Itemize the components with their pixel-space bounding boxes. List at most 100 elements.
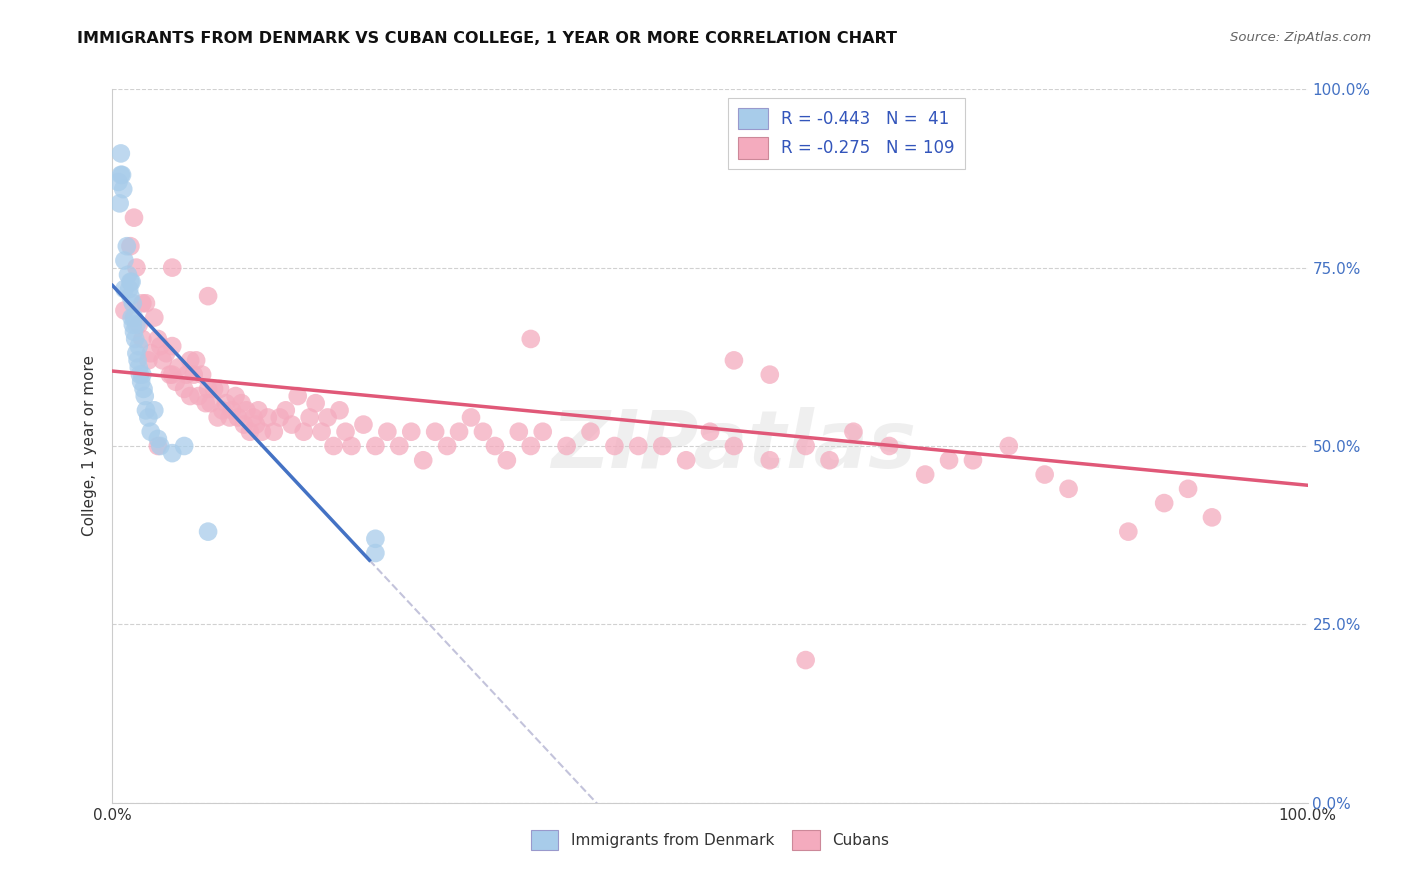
Point [132, 382, 155, 396]
Point [329, 403, 352, 417]
Point [114, 282, 135, 296]
Point [125, 260, 148, 275]
Point [274, 403, 297, 417]
Point [226, 410, 249, 425]
Point [122, 325, 145, 339]
Point [162, 446, 183, 460]
Point [149, 439, 172, 453]
Point [209, 382, 232, 396]
Point [627, 439, 650, 453]
Point [179, 353, 201, 368]
Point [197, 289, 219, 303]
Point [191, 368, 214, 382]
Point [121, 310, 143, 325]
Point [197, 524, 219, 539]
Point [162, 339, 183, 353]
Point [247, 403, 270, 417]
Point [1177, 482, 1199, 496]
Point [115, 239, 138, 253]
Point [139, 346, 162, 360]
Point [155, 346, 177, 360]
Point [120, 289, 142, 303]
Point [520, 332, 543, 346]
Point [162, 260, 183, 275]
Point [122, 310, 145, 325]
Point [447, 425, 470, 439]
Point [124, 332, 146, 346]
Point [186, 353, 208, 368]
Point [401, 425, 423, 439]
Point [603, 439, 626, 453]
Point [818, 453, 841, 467]
Point [460, 410, 482, 425]
Point [245, 417, 267, 432]
Point [579, 425, 602, 439]
Point [131, 332, 153, 346]
Point [242, 410, 264, 425]
Point [122, 211, 145, 225]
Point [759, 368, 782, 382]
Point [412, 453, 434, 467]
Point [125, 318, 148, 332]
Point [143, 310, 166, 325]
Point [425, 425, 447, 439]
Point [1201, 510, 1223, 524]
Y-axis label: College, 1 year or more: College, 1 year or more [82, 356, 97, 536]
Point [125, 346, 148, 360]
Point [257, 410, 280, 425]
Point [675, 453, 697, 467]
Point [146, 439, 169, 453]
Point [165, 375, 187, 389]
Point [215, 396, 238, 410]
Point [364, 532, 387, 546]
Point [120, 239, 142, 253]
Point [998, 439, 1021, 453]
Point [129, 375, 152, 389]
Point [118, 282, 141, 296]
Point [377, 425, 399, 439]
Point [173, 382, 195, 396]
Point [263, 425, 285, 439]
Point [112, 182, 135, 196]
Point [107, 175, 129, 189]
Point [794, 439, 817, 453]
Point [200, 396, 222, 410]
Point [197, 382, 219, 396]
Point [322, 439, 344, 453]
Point [187, 389, 209, 403]
Point [114, 303, 135, 318]
Point [699, 425, 721, 439]
Point [364, 546, 387, 560]
Point [235, 403, 257, 417]
Point [231, 396, 253, 410]
Point [496, 453, 519, 467]
Point [162, 368, 183, 382]
Point [173, 439, 195, 453]
Point [472, 425, 495, 439]
Point [159, 368, 181, 382]
Point [221, 403, 243, 417]
Point [211, 403, 233, 417]
Point [138, 353, 160, 368]
Point [436, 439, 458, 453]
Point [179, 389, 201, 403]
Point [218, 410, 240, 425]
Point [135, 403, 157, 417]
Point [269, 410, 291, 425]
Point [1057, 482, 1080, 496]
Point [239, 425, 262, 439]
Point [121, 318, 143, 332]
Point [207, 410, 229, 425]
Point [135, 296, 157, 310]
Point [202, 382, 225, 396]
Point [139, 425, 162, 439]
Point [520, 439, 543, 453]
Point [484, 439, 506, 453]
Point [120, 275, 142, 289]
Point [108, 196, 131, 211]
Point [149, 339, 172, 353]
Text: ZIPatlas: ZIPatlas [551, 407, 917, 485]
Point [508, 425, 530, 439]
Point [938, 453, 960, 467]
Point [1118, 524, 1140, 539]
